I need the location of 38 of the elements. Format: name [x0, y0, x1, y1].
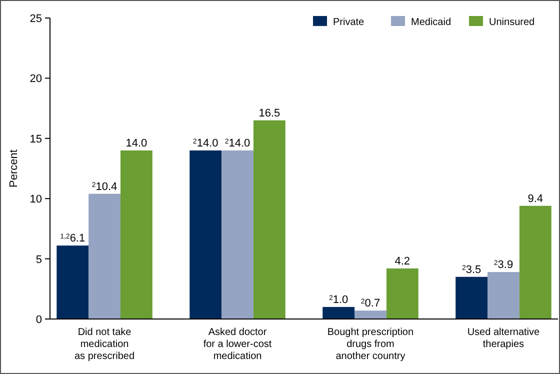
bar: [322, 306, 355, 319]
y-tick-label: 15: [30, 133, 42, 146]
x-tick-label: Bought prescription drugs from another country: [327, 327, 414, 362]
data-label: $^{2}$1.0: [328, 294, 348, 306]
data-label: 14.0: [126, 137, 148, 150]
data-label: $^{2}$0.7: [360, 298, 380, 310]
bar: [519, 206, 552, 319]
data-label: $^{2}$14.0: [224, 137, 250, 150]
bar: [222, 150, 254, 319]
bar: [190, 150, 222, 319]
x-tick-label: Asked doctor for a lower-cost medication: [203, 327, 272, 362]
y-tick-label: 25: [30, 13, 42, 25]
y-tick-label: 5: [36, 254, 42, 266]
data-label: 9.4: [528, 192, 544, 205]
data-label: $^{2}$14.0: [192, 137, 218, 150]
legend-label: Private: [333, 17, 365, 28]
legend-label: Uninsured: [489, 17, 535, 28]
bar: [56, 246, 89, 319]
bar: [253, 120, 286, 319]
legend-label: Medicaid: [411, 17, 452, 28]
x-tick-label: Did not take medication as prescribed: [74, 327, 135, 362]
data-label: $^{2}$3.5: [462, 264, 482, 276]
bar: [120, 150, 152, 319]
y-tick-label: 10: [30, 194, 42, 206]
y-tick-label: 20: [30, 73, 42, 86]
data-label: $^{2}$3.9: [494, 259, 514, 272]
bar: [488, 272, 520, 319]
y-axis-title: Percent: [8, 150, 20, 188]
y-tick-label: 0: [36, 314, 42, 326]
bar: [88, 194, 120, 319]
data-label: 4.2: [394, 255, 410, 268]
bar: [456, 276, 488, 319]
x-tick-label: Used alternative therapies: [467, 327, 540, 350]
data-label: 16.5: [258, 107, 280, 120]
data-label: $^{2}$10.4: [92, 180, 118, 193]
bar: [386, 268, 418, 319]
data-label: $^{1,2}$6.1: [60, 232, 86, 245]
bar: [354, 310, 386, 319]
